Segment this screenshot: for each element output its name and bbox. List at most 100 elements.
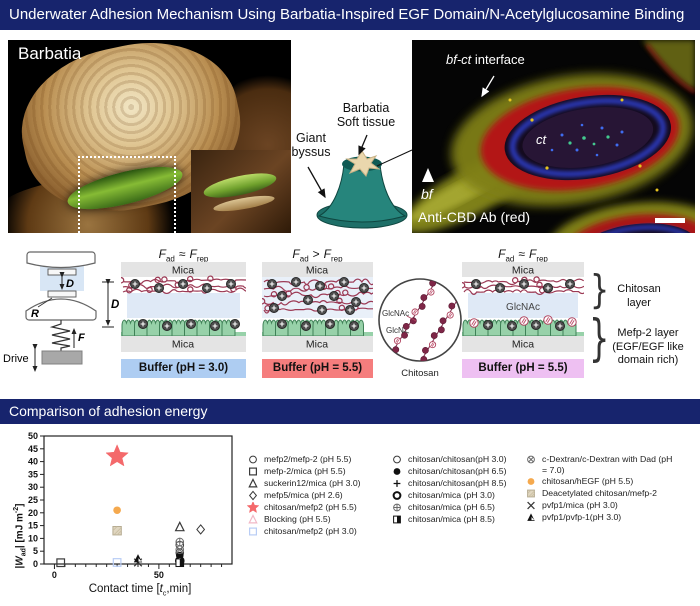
legend-item: pvfp1/mica (pH 3.0) bbox=[524, 500, 674, 511]
byssus-inset-photo bbox=[191, 150, 291, 233]
glcnac-gap-label: GlcNAc bbox=[506, 302, 540, 313]
legend-label: chitosan/mica (pH 3.0) bbox=[408, 490, 495, 500]
d-label: D bbox=[66, 278, 74, 290]
mefp-layer-label: Mefp-2 layer (EGF/EGF like domain rich) bbox=[612, 327, 684, 366]
soft-tissue-blob bbox=[345, 150, 381, 177]
upper-mica-strip bbox=[47, 268, 77, 276]
panel2-title: Fad > Frep bbox=[292, 247, 343, 264]
soft-tissue-arrow bbox=[358, 134, 368, 156]
svg-text:Mica: Mica bbox=[172, 339, 194, 351]
legend-label: c-Dextran/c-Dextran with Dad (pH = 7.0) bbox=[542, 454, 673, 475]
legend-label: chitosan/chitosan(pH 3.0) bbox=[408, 454, 507, 464]
sfa-schematic: D R F Drive D bbox=[3, 251, 119, 372]
legend-item: Blocking (pH 5.5) bbox=[246, 514, 396, 525]
svg-text:Mica: Mica bbox=[512, 339, 534, 351]
legend-label: Blocking (pH 5.5) bbox=[264, 514, 331, 524]
chart-section: 0 5 10 15 20 25 30 35 40 45 50 0 50 |Wad| [mJ m-2] C… bbox=[0, 428, 700, 606]
legend-item: chitosan/mefp2 (pH 3.0) bbox=[246, 526, 396, 537]
legend-symbol bbox=[248, 478, 258, 488]
legend-symbol bbox=[248, 467, 258, 476]
barbatia-photo: Barbatia bbox=[8, 40, 291, 233]
f-label: F bbox=[78, 332, 85, 344]
legend-symbol bbox=[393, 480, 401, 487]
bf-label: bf bbox=[421, 186, 433, 202]
legend-label: pvfp1/mica (pH 3.0) bbox=[542, 500, 618, 510]
buffer-bar-ph3: Buffer (pH = 3.0) bbox=[121, 359, 246, 378]
panel-ph55-contact: Fad > Frep Mica Mica Buffer (pH = 5.5) bbox=[258, 247, 380, 378]
panel2-art: Mica Mica bbox=[258, 262, 380, 352]
legend-symbol bbox=[527, 455, 535, 464]
svg-text:25: 25 bbox=[28, 495, 38, 505]
giant-byssus-label: Giant byssus bbox=[291, 131, 331, 159]
page-title: Underwater Adhesion Mechanism Using Barb… bbox=[9, 6, 685, 23]
drive-label: Drive bbox=[3, 353, 29, 365]
legend-item: chitosan/chitosan(pH 8.5) bbox=[390, 478, 530, 489]
legend-label: chitosan/chitosan(pH 8.5) bbox=[408, 478, 507, 488]
fluorescence-image: bf-ct interface ct bf Anti-CBD Ab (red) bbox=[412, 40, 695, 233]
upper-mount bbox=[26, 251, 96, 269]
title-bar: Underwater Adhesion Mechanism Using Barb… bbox=[0, 0, 700, 30]
legend-symbol bbox=[393, 503, 401, 512]
legend-symbol bbox=[393, 468, 401, 475]
lower-mount bbox=[25, 298, 97, 321]
speckles bbox=[508, 98, 659, 192]
legend-label: chitosan/mica (pH 6.5) bbox=[408, 502, 495, 512]
chart-legend-col3: c-Dextran/c-Dextran with Dad (pH = 7.0) c… bbox=[524, 454, 674, 524]
legend-label: mefp2/mefp-2 (pH 5.5) bbox=[264, 454, 352, 464]
d-bracket-label: D bbox=[111, 299, 119, 311]
radius-line bbox=[37, 297, 53, 308]
svg-text:10: 10 bbox=[28, 533, 38, 543]
panel1-art: Mica Mica bbox=[117, 262, 253, 352]
svg-text:15: 15 bbox=[28, 521, 38, 531]
legend-symbol bbox=[248, 527, 258, 536]
legend-item: chitosan/mica (pH 6.5) bbox=[390, 502, 530, 513]
svg-text:35: 35 bbox=[28, 469, 38, 479]
section-title-bar: Comparison of adhesion energy bbox=[0, 399, 700, 424]
glcnac-label: GlcNAc bbox=[382, 309, 409, 318]
legend-label: Deacetylated chitosan/mefp-2 bbox=[542, 488, 657, 498]
y-axis-label: |Wad| [mJ m-2] bbox=[13, 503, 28, 569]
bf-marker-triangle bbox=[422, 168, 434, 182]
legend-symbol bbox=[527, 478, 535, 485]
buffer-bar-ph55-pink: Buffer (pH = 5.5) bbox=[462, 359, 584, 378]
photo-label: Barbatia bbox=[18, 44, 82, 63]
svg-text:50: 50 bbox=[28, 431, 38, 441]
chart-legend-col1: mefp2/mefp-2 (pH 5.5) mefp-2/mica (pH 5.5… bbox=[246, 454, 396, 538]
middle-section: D R F Drive D Fad ≈ Frep Mica bbox=[0, 243, 700, 396]
chitosan-caption: Chitosan bbox=[401, 368, 439, 379]
glcn-label: GlcN bbox=[386, 326, 404, 335]
svg-text:Mica: Mica bbox=[306, 265, 328, 277]
legend-item: mefp2/mefp-2 (pH 5.5) bbox=[246, 454, 396, 465]
byssus-bell bbox=[317, 163, 407, 223]
fluorescence-art bbox=[412, 40, 695, 233]
svg-text:Mica: Mica bbox=[512, 265, 534, 277]
legend-label: chitosan/chitosan(pH 6.5) bbox=[408, 466, 507, 476]
legend-symbol bbox=[393, 455, 401, 464]
legend-item: Deacetylated chitosan/mefp-2 bbox=[524, 488, 674, 499]
svg-text:30: 30 bbox=[28, 482, 38, 492]
drive-block bbox=[41, 350, 83, 365]
legend-item: mefp-2/mica (pH 5.5) bbox=[246, 466, 396, 477]
svg-text:Mica: Mica bbox=[172, 265, 194, 277]
legend-item: mefp5/mica (pH 2.6) bbox=[246, 490, 396, 501]
legend-item: chitosan/mica (pH 8.5) bbox=[390, 514, 530, 525]
legend-item: suckerin12/mica (pH 3.0) bbox=[246, 478, 396, 489]
tissue-connector-line bbox=[376, 149, 413, 167]
legend-symbol bbox=[527, 513, 535, 521]
panel-ph3: Fad ≈ Frep Mica Mica Buffer (pH = 3.0) bbox=[117, 248, 253, 378]
legend-label: pvfp1/pvfp-1(pH 3.0) bbox=[542, 512, 622, 522]
legend-symbol bbox=[527, 501, 535, 510]
legend-item: chitosan/mefp2 (pH 5.5) bbox=[246, 502, 396, 513]
panel3-title: Fad ≈ Frep bbox=[498, 247, 548, 264]
svg-text:50: 50 bbox=[154, 570, 164, 580]
legend-symbol bbox=[393, 515, 401, 524]
legend-label: mefp-2/mica (pH 5.5) bbox=[264, 466, 346, 476]
chitosan-layer-label: Chitosan layer bbox=[617, 283, 661, 309]
legend-label: suckerin12/mica (pH 3.0) bbox=[264, 478, 361, 488]
interface-arrow bbox=[481, 75, 495, 98]
scale-bar bbox=[655, 218, 685, 223]
legend-label: chitosan/mefp2 (pH 5.5) bbox=[264, 502, 357, 512]
legend-label: chitosan/mefp2 (pH 3.0) bbox=[264, 526, 357, 536]
section-title: Comparison of adhesion energy bbox=[9, 403, 208, 419]
